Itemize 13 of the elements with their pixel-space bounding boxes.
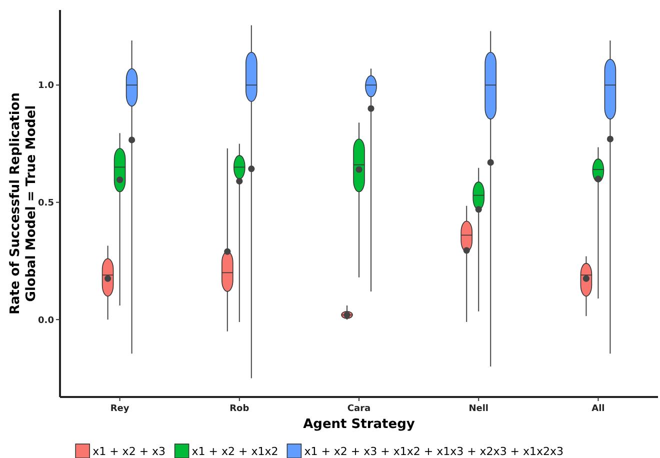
legend-label: x1 + x2 + x1x2 — [192, 444, 278, 458]
x-tick-label: Cara — [347, 404, 371, 414]
legend-label: x1 + x2 + x3 — [92, 444, 166, 458]
x-tick-label: Nell — [468, 404, 489, 414]
x-axis-title: Agent Strategy — [303, 417, 416, 432]
legend-label: x1 + x2 + x3 + x1x2 + x1x3 + x2x3 + x1x2x3 — [304, 444, 564, 458]
y-tick-label: 0.5 — [38, 198, 54, 208]
y-tick-label: 1.0 — [38, 81, 54, 92]
x-tick-label: Rey — [110, 404, 130, 414]
x-tick-label: All — [592, 404, 605, 414]
x-tick-label: Rob — [230, 404, 250, 414]
y-axis-title: Rate of Successful Replication Global Model = True Model — [8, 92, 39, 315]
y-tick-label: 0.0 — [38, 316, 54, 326]
